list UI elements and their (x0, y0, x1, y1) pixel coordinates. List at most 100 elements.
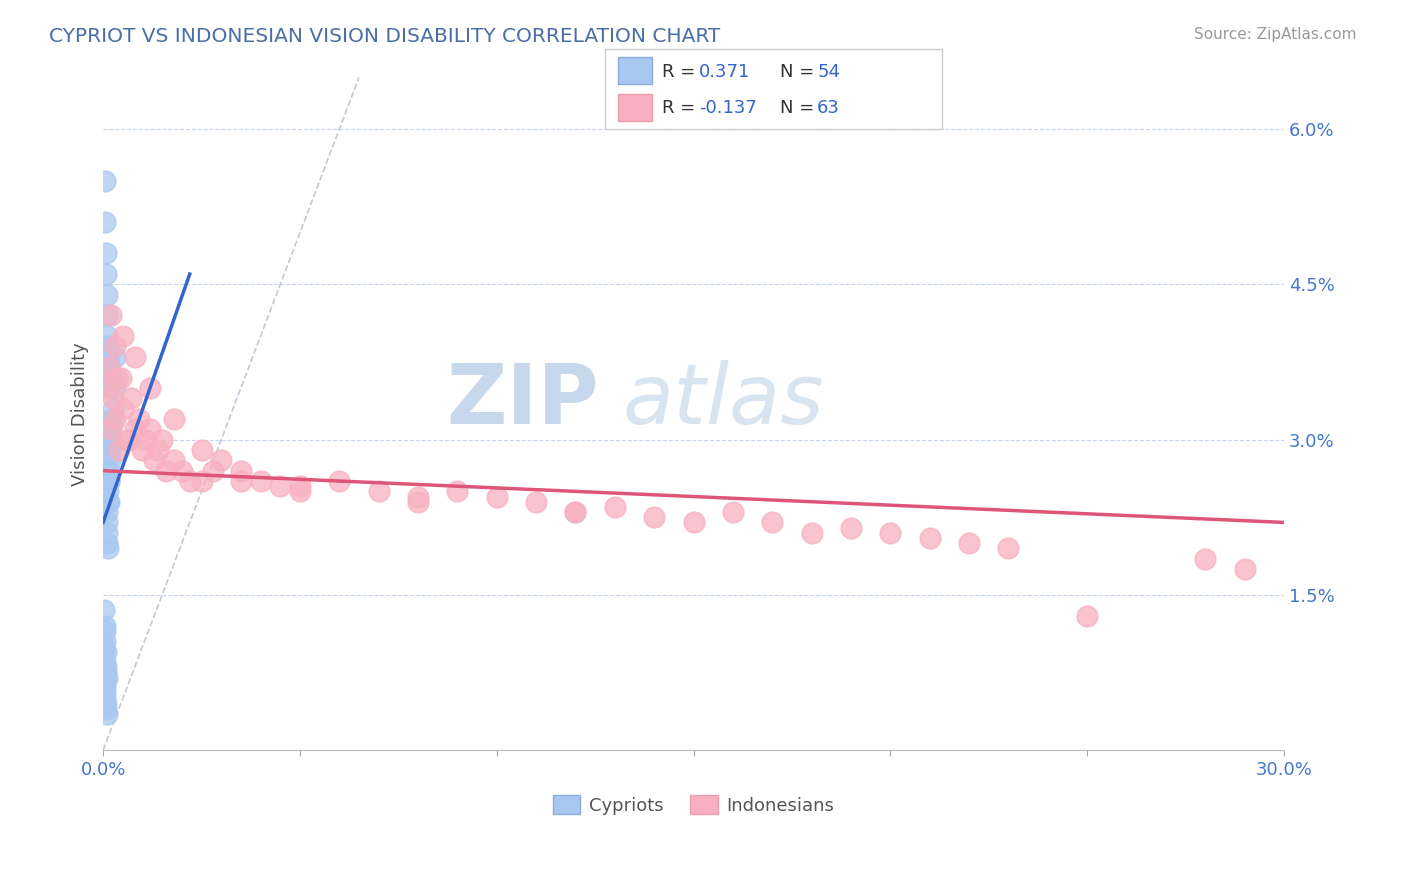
Point (94, 686, 117, 700)
FancyBboxPatch shape (619, 94, 652, 121)
Point (229, 474, 252, 488)
FancyBboxPatch shape (619, 57, 652, 85)
Point (269, 479, 291, 493)
Point (328, 474, 350, 488)
Point (155, 464, 177, 478)
Point (1076, 608, 1098, 623)
Point (96, 516, 118, 530)
Point (96, 267, 118, 281)
Point (94, 655, 117, 669)
Point (118, 433, 141, 447)
Point (94, 624, 117, 638)
Point (179, 474, 201, 488)
Point (163, 412, 186, 426)
FancyBboxPatch shape (605, 49, 942, 129)
Point (682, 516, 704, 530)
Point (101, 391, 124, 405)
Point (104, 412, 127, 426)
Text: R =: R = (662, 62, 702, 80)
Point (143, 453, 166, 467)
Text: 63: 63 (817, 99, 839, 117)
Point (485, 490, 508, 504)
Point (115, 433, 138, 447)
Point (97, 339, 120, 353)
Point (139, 422, 162, 436)
Point (93, 660, 115, 674)
Point (103, 381, 125, 395)
Point (97, 541, 120, 556)
Point (108, 442, 131, 457)
Text: N =: N = (780, 99, 820, 117)
Point (94, 634, 117, 648)
Point (96, 309, 118, 323)
Text: 0.371: 0.371 (699, 62, 751, 80)
Text: CYPRIOT VS INDONESIAN VISION DISABILITY CORRELATION CHART: CYPRIOT VS INDONESIAN VISION DISABILITY … (49, 27, 720, 45)
Point (603, 500, 626, 514)
Point (98, 381, 121, 395)
Point (94, 174, 117, 188)
Point (1233, 562, 1256, 576)
Point (918, 531, 941, 545)
Point (367, 484, 389, 499)
Point (202, 464, 225, 478)
Y-axis label: Vision Disability: Vision Disability (72, 342, 89, 485)
Text: 54: 54 (817, 62, 841, 80)
Point (101, 412, 124, 426)
Point (446, 484, 468, 499)
Point (564, 505, 586, 519)
Point (761, 516, 783, 530)
Point (170, 464, 193, 478)
Point (229, 464, 252, 478)
Point (101, 417, 124, 431)
Point (98, 370, 121, 384)
Point (94, 215, 117, 229)
Point (839, 520, 862, 534)
Point (94, 665, 117, 680)
Point (111, 329, 134, 343)
Point (96, 381, 118, 395)
Legend: Cypriots, Indonesians: Cypriots, Indonesians (546, 788, 842, 822)
Point (148, 442, 170, 457)
Point (98, 494, 121, 508)
Point (209, 453, 232, 467)
Point (128, 412, 150, 426)
Point (406, 494, 429, 508)
Point (96, 287, 118, 301)
Point (104, 339, 127, 353)
Point (249, 474, 271, 488)
Text: ZIP: ZIP (447, 359, 599, 441)
Point (96, 505, 118, 519)
Point (131, 442, 153, 457)
Point (104, 350, 127, 364)
Point (93, 603, 115, 617)
Point (105, 370, 128, 384)
Point (97, 474, 120, 488)
Point (96, 536, 118, 550)
Point (100, 422, 122, 436)
Point (96, 525, 118, 540)
Point (93, 649, 115, 664)
Point (94, 675, 117, 690)
Point (100, 309, 122, 323)
Point (879, 525, 901, 540)
Point (163, 453, 186, 467)
Point (93, 619, 115, 633)
Point (721, 505, 744, 519)
Point (100, 422, 122, 436)
Point (94, 246, 117, 260)
Point (120, 391, 142, 405)
Point (96, 329, 118, 343)
Point (150, 433, 173, 447)
Text: R =: R = (662, 99, 702, 117)
Point (93, 640, 115, 654)
Point (96, 660, 118, 674)
Point (103, 370, 125, 384)
Point (1194, 551, 1216, 566)
Point (997, 541, 1019, 556)
Point (135, 433, 157, 447)
Point (524, 494, 547, 508)
Text: atlas: atlas (623, 359, 824, 441)
Point (93, 671, 115, 685)
Point (100, 438, 122, 452)
Point (190, 474, 212, 488)
